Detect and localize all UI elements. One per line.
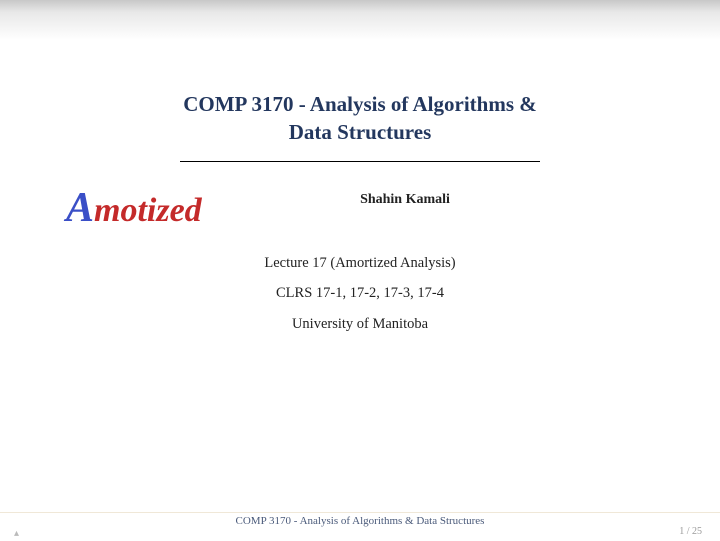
title-underline: [180, 161, 540, 162]
lecture-title: Lecture 17 (Amortized Analysis): [0, 248, 720, 278]
logo-rest: motized: [94, 192, 202, 229]
footer-text: COMP 3170 - Analysis of Algorithms & Dat…: [0, 515, 720, 527]
lecture-info: Lecture 17 (Amortized Analysis) CLRS 17-…: [0, 248, 720, 339]
logo-letter-a: A: [66, 185, 94, 231]
title-line-2: Data Structures: [289, 120, 432, 144]
reading-refs: CLRS 17-1, 17-2, 17-3, 17-4: [0, 278, 720, 308]
footer-separator: [0, 512, 720, 513]
amortized-logo: Amotized: [66, 184, 202, 232]
slide-title: COMP 3170 - Analysis of Algorithms & Dat…: [100, 90, 620, 147]
title-line-1: COMP 3170 - Analysis of Algorithms &: [183, 92, 537, 116]
slide: COMP 3170 - Analysis of Algorithms & Dat…: [0, 0, 720, 541]
corner-marker: ▴: [14, 528, 19, 539]
affiliation: University of Manitoba: [0, 309, 720, 339]
logo-author-row: Amotized Shahin Kamali: [0, 192, 720, 234]
page-number: 1 / 25: [679, 526, 702, 537]
